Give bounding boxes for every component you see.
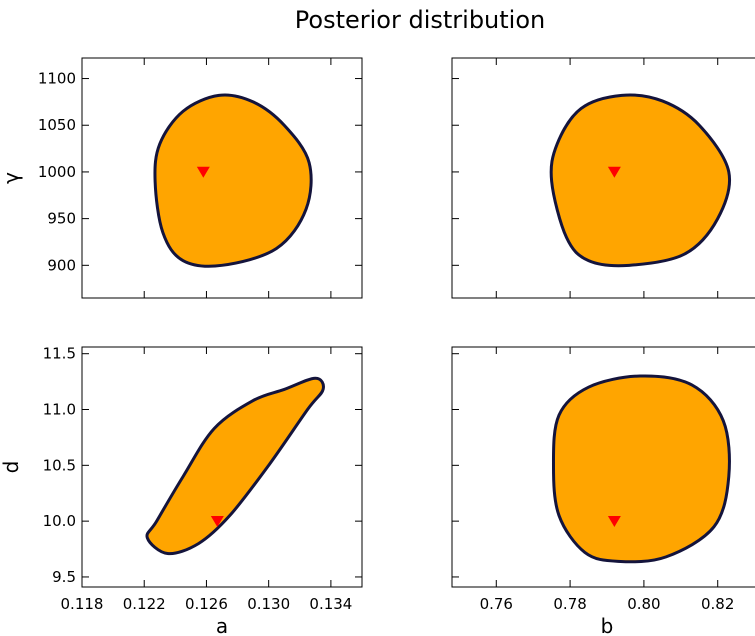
truth-marker: [196, 166, 210, 178]
x-tick-label: 0.122: [123, 595, 166, 613]
truth-marker: [607, 166, 621, 178]
x-axis-label: b: [601, 614, 614, 636]
truth-marker: [210, 515, 224, 527]
figure-title: Posterior distribution: [295, 6, 545, 34]
axes-frame: [451, 57, 755, 299]
y-tick-label: 10.5: [43, 456, 76, 474]
credible-region: [549, 93, 731, 268]
y-tick-label: 9.5: [52, 568, 76, 586]
y-tick-label: 1100: [38, 70, 76, 88]
x-tick-label: 0.82: [701, 595, 734, 613]
x-tick-label: 0.80: [627, 595, 660, 613]
y-axis-label: γ: [0, 172, 23, 184]
truth-marker: [607, 515, 621, 527]
axes-frame: [81, 57, 363, 299]
y-tick-label: 950: [47, 210, 76, 228]
x-tick-label: 0.76: [480, 595, 513, 613]
y-tick-label: 1000: [38, 163, 76, 181]
y-tick-label: 10.0: [43, 512, 76, 530]
y-axis-label: d: [0, 461, 23, 474]
y-tick-label: 900: [47, 256, 76, 274]
credible-region: [153, 93, 313, 268]
y-tick-label: 1050: [38, 116, 76, 134]
y-tick-label: 11.0: [43, 401, 76, 419]
x-tick-label: 0.78: [553, 595, 586, 613]
x-tick-label: 0.130: [247, 595, 290, 613]
x-tick-label: 0.134: [309, 595, 352, 613]
x-axis-label: a: [216, 614, 228, 636]
panel-top-right: [451, 57, 755, 299]
panel-top-left: 900 950 1000 1050 1100 γ: [0, 57, 363, 299]
y-tick-label: 11.5: [43, 345, 76, 363]
x-tick-label: 0.126: [185, 595, 228, 613]
axes-frame: [451, 346, 755, 588]
panel-bottom-right: 0.76 0.78 0.80 0.82 b: [451, 346, 755, 636]
panel-bottom-left: 0.118 0.122 0.126 0.130 0.134 9.5 10.0 10.5 11.0…: [0, 345, 363, 636]
x-tick-label: 0.118: [61, 595, 104, 613]
credible-region: [551, 374, 731, 564]
axes-frame: [81, 346, 363, 588]
credible-region: [145, 376, 325, 556]
